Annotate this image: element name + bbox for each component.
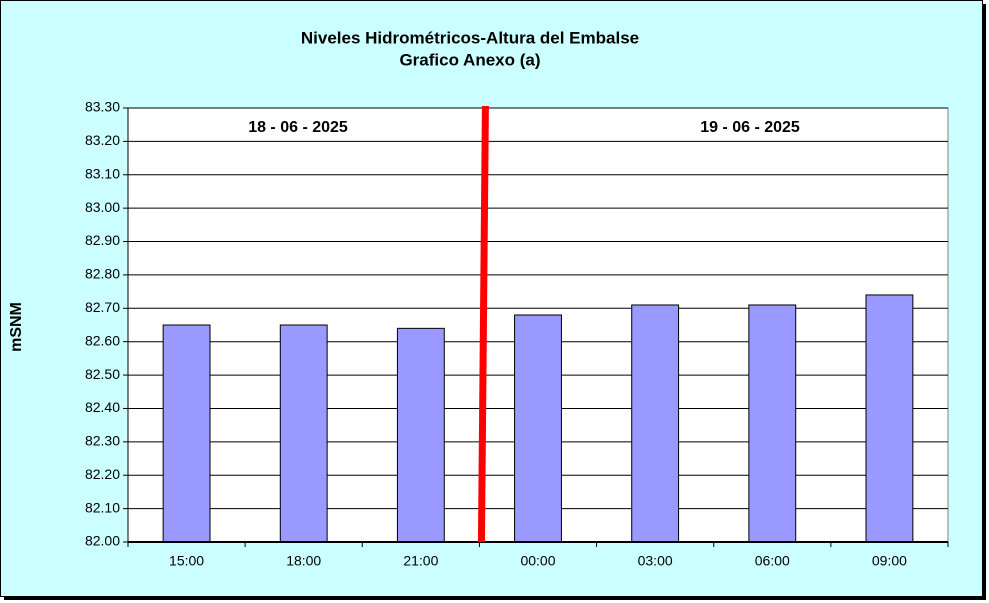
bar: [279, 324, 328, 543]
x-tick-label: 06:00: [755, 553, 790, 569]
x-tick-label: 21:00: [403, 553, 438, 569]
bar: [396, 327, 445, 543]
bar: [865, 294, 914, 543]
bar: [631, 304, 680, 543]
y-tick-label: 82.70: [85, 299, 120, 315]
bar: [162, 324, 211, 543]
y-tick-label: 82.20: [85, 466, 120, 482]
y-tick-label: 83.30: [85, 99, 120, 115]
y-tick-label: 82.00: [85, 533, 120, 549]
date-separator: [477, 105, 489, 543]
y-tick-label: 82.80: [85, 266, 120, 282]
y-tick-label: 82.60: [85, 332, 120, 348]
y-tick-label: 82.50: [85, 366, 120, 382]
y-axis-label: mSNM: [8, 302, 25, 352]
x-tick-label: 18:00: [286, 553, 321, 569]
ticks: 82.00 82.10 82.20 82.30 82.40 82.50 82.60 82.70…: [85, 99, 949, 569]
annotation: 19 - 06 - 2025: [700, 119, 800, 136]
bar: [514, 314, 562, 543]
y-tick-label: 83.20: [85, 132, 120, 148]
y-tick-label: 82.90: [85, 232, 120, 248]
x-tick-label: 09:00: [872, 553, 907, 569]
chart-subtitle: Grafico Anexo (a): [399, 50, 540, 69]
y-tick-label: 82.30: [85, 433, 120, 449]
bars: [162, 294, 914, 543]
y-tick-label: 82.10: [85, 499, 120, 515]
annotation: 18 - 06 - 2025: [248, 119, 348, 136]
bar: [748, 304, 797, 543]
x-tick-label: 03:00: [638, 553, 673, 569]
x-tick-label: 00:00: [520, 553, 555, 569]
y-tick-label: 82.40: [85, 399, 120, 415]
x-tick-label: 15:00: [169, 553, 204, 569]
y-tick-label: 83.00: [85, 199, 120, 215]
y-tick-label: 83.10: [85, 165, 120, 181]
chart-title: Niveles Hidrométricos-Altura del Embalse: [301, 28, 639, 47]
